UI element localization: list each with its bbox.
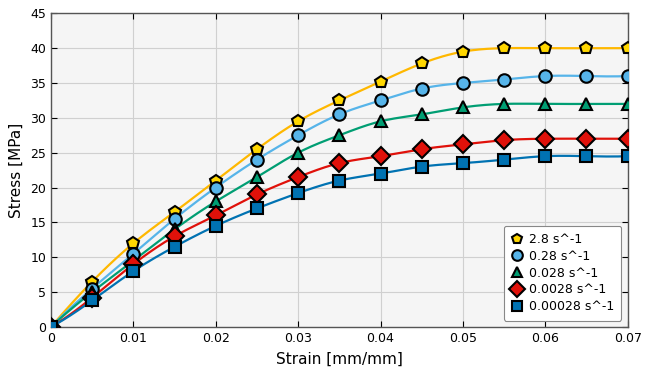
0.028 s^-1 bbox=[459, 105, 467, 110]
0.28 s^-1 bbox=[459, 81, 467, 85]
2.8 s^-1 bbox=[212, 178, 220, 183]
Y-axis label: Stress [MPa]: Stress [MPa] bbox=[8, 123, 23, 218]
0.0028 s^-1 bbox=[459, 142, 467, 147]
2.8 s^-1 bbox=[582, 46, 590, 50]
0.00028 s^-1 bbox=[582, 154, 590, 158]
0.28 s^-1 bbox=[129, 252, 137, 256]
0.0028 s^-1 bbox=[376, 154, 384, 158]
0.28 s^-1 bbox=[88, 286, 96, 291]
2.8 s^-1 bbox=[88, 279, 96, 284]
2.8 s^-1 bbox=[500, 46, 508, 50]
0.0028 s^-1 bbox=[624, 136, 632, 141]
0.0028 s^-1 bbox=[129, 262, 137, 266]
0.0028 s^-1 bbox=[171, 234, 179, 238]
2.8 s^-1 bbox=[376, 80, 384, 84]
0.00028 s^-1 bbox=[459, 161, 467, 165]
0.028 s^-1 bbox=[129, 258, 137, 263]
0.028 s^-1 bbox=[335, 133, 343, 138]
2.8 s^-1 bbox=[47, 325, 55, 329]
0.28 s^-1 bbox=[624, 74, 632, 78]
0.00028 s^-1 bbox=[253, 206, 261, 211]
Line: 0.028 s^-1: 0.028 s^-1 bbox=[45, 98, 634, 333]
X-axis label: Strain [mm/mm]: Strain [mm/mm] bbox=[276, 352, 403, 367]
0.28 s^-1 bbox=[418, 86, 426, 91]
0.0028 s^-1 bbox=[500, 138, 508, 142]
0.028 s^-1 bbox=[171, 227, 179, 232]
0.028 s^-1 bbox=[541, 102, 549, 106]
0.28 s^-1 bbox=[500, 77, 508, 82]
Line: 0.28 s^-1: 0.28 s^-1 bbox=[45, 70, 634, 333]
0.28 s^-1 bbox=[171, 217, 179, 221]
2.8 s^-1 bbox=[171, 210, 179, 214]
Line: 0.00028 s^-1: 0.00028 s^-1 bbox=[45, 150, 634, 333]
2.8 s^-1 bbox=[459, 50, 467, 54]
0.0028 s^-1 bbox=[253, 192, 261, 197]
0.28 s^-1 bbox=[253, 158, 261, 162]
0.28 s^-1 bbox=[541, 74, 549, 78]
0.28 s^-1 bbox=[294, 133, 302, 138]
0.00028 s^-1 bbox=[294, 191, 302, 195]
0.028 s^-1 bbox=[294, 150, 302, 155]
2.8 s^-1 bbox=[253, 147, 261, 152]
2.8 s^-1 bbox=[335, 98, 343, 103]
2.8 s^-1 bbox=[294, 119, 302, 124]
2.8 s^-1 bbox=[418, 61, 426, 66]
0.0028 s^-1 bbox=[582, 136, 590, 141]
0.00028 s^-1 bbox=[47, 325, 55, 329]
0.00028 s^-1 bbox=[624, 154, 632, 158]
0.28 s^-1 bbox=[582, 74, 590, 78]
0.00028 s^-1 bbox=[212, 224, 220, 228]
Line: 0.0028 s^-1: 0.0028 s^-1 bbox=[45, 132, 634, 333]
0.028 s^-1 bbox=[376, 119, 384, 124]
0.00028 s^-1 bbox=[376, 171, 384, 176]
0.28 s^-1 bbox=[47, 325, 55, 329]
0.00028 s^-1 bbox=[418, 164, 426, 169]
0.00028 s^-1 bbox=[335, 178, 343, 183]
0.028 s^-1 bbox=[88, 290, 96, 294]
0.0028 s^-1 bbox=[294, 175, 302, 179]
0.028 s^-1 bbox=[500, 102, 508, 106]
0.00028 s^-1 bbox=[129, 269, 137, 273]
0.28 s^-1 bbox=[335, 112, 343, 117]
0.00028 s^-1 bbox=[171, 244, 179, 249]
0.00028 s^-1 bbox=[541, 154, 549, 158]
0.028 s^-1 bbox=[418, 112, 426, 117]
0.00028 s^-1 bbox=[500, 158, 508, 162]
2.8 s^-1 bbox=[541, 46, 549, 50]
0.0028 s^-1 bbox=[212, 213, 220, 217]
0.0028 s^-1 bbox=[541, 136, 549, 141]
0.0028 s^-1 bbox=[47, 325, 55, 329]
2.8 s^-1 bbox=[129, 241, 137, 246]
0.28 s^-1 bbox=[376, 98, 384, 103]
Legend: 2.8 s^-1, 0.28 s^-1, 0.028 s^-1, 0.0028 s^-1, 0.00028 s^-1: 2.8 s^-1, 0.28 s^-1, 0.028 s^-1, 0.0028 … bbox=[504, 226, 621, 321]
0.028 s^-1 bbox=[624, 102, 632, 106]
0.028 s^-1 bbox=[212, 199, 220, 204]
0.00028 s^-1 bbox=[88, 298, 96, 303]
0.028 s^-1 bbox=[253, 175, 261, 179]
Line: 2.8 s^-1: 2.8 s^-1 bbox=[45, 42, 634, 333]
0.0028 s^-1 bbox=[335, 161, 343, 165]
0.0028 s^-1 bbox=[418, 147, 426, 152]
2.8 s^-1 bbox=[624, 46, 632, 50]
0.028 s^-1 bbox=[47, 325, 55, 329]
0.028 s^-1 bbox=[582, 102, 590, 106]
0.28 s^-1 bbox=[212, 185, 220, 190]
0.0028 s^-1 bbox=[88, 296, 96, 300]
